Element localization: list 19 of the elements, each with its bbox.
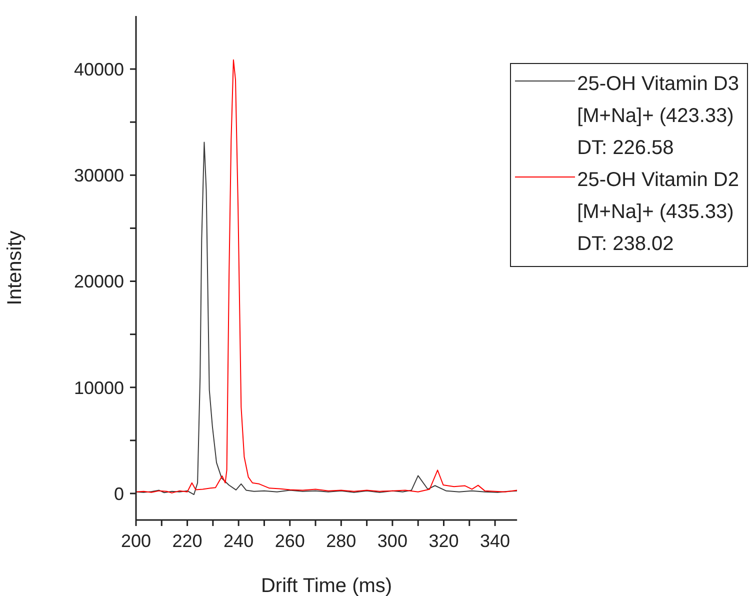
- legend-label: 25-OH Vitamin D2 [M+Na]+ (435.33) DT: 238.02: [577, 168, 739, 257]
- x-tick-label: 340: [480, 530, 510, 551]
- x-tick-label: 300: [377, 530, 408, 551]
- line-series: [136, 142, 518, 496]
- y-tick-label: 10000: [74, 378, 124, 398]
- y-tick-label: 30000: [74, 166, 124, 186]
- x-tick-label: 220: [172, 530, 202, 551]
- line-series: [136, 59, 518, 494]
- y-tick-label: 40000: [74, 59, 124, 80]
- x-axis-title: Drift Time (ms): [260, 575, 392, 596]
- x-tick-label: 260: [274, 530, 305, 551]
- x-tick-label: 280: [326, 530, 356, 551]
- legend-label: 25-OH Vitamin D3 [M+Na]+ (423.33) DT: 226.58: [577, 72, 739, 161]
- x-tick-label: 320: [428, 530, 459, 551]
- y-tick-label: 0: [114, 484, 124, 504]
- x-tick-label: 240: [224, 530, 254, 551]
- y-axis-title: Intensity: [4, 230, 26, 306]
- y-tick-label: 20000: [74, 272, 124, 292]
- x-tick-label: 200: [120, 530, 152, 551]
